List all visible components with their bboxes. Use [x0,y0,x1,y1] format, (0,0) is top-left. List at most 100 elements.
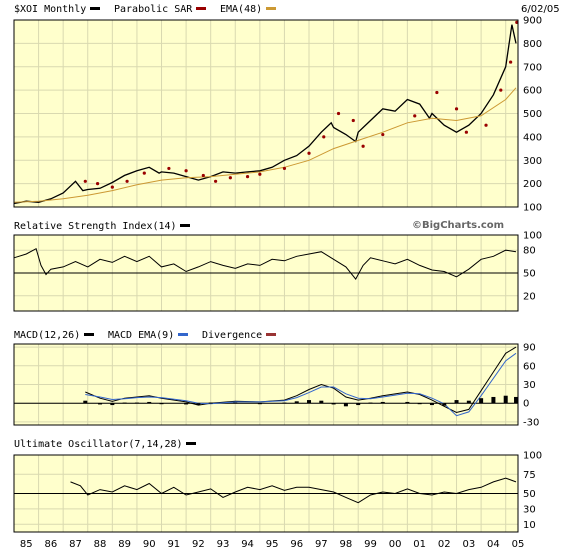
divergence-bar [110,403,115,406]
y-tick-label: 300 [523,156,542,167]
y-tick-label: 100 [523,231,542,242]
x-tick-label: 86 [45,539,58,550]
y-tick-label: 80 [523,246,536,257]
sar-dot [413,114,417,118]
legend-swatch [186,442,196,445]
y-tick-label: 50 [523,489,536,500]
series-line-macd-ema-9 [85,352,517,417]
sar-dot [258,172,262,176]
date-label: 6/02/05 [521,4,560,15]
sar-dot [336,111,341,116]
x-tick-label: 90 [143,539,156,550]
panel-frame-rsi [13,234,519,312]
divergence-bar [343,403,348,407]
y-tick-label: 90 [523,343,536,354]
divergence-bar [257,403,262,405]
legend-swatch [178,333,188,336]
panel-ultimate: 10 30 50 75 100 Ultimate Oscillator(7,14,28) [13,439,542,533]
legend-label: MACD(12,26) [14,330,80,341]
legend-swatch [84,333,94,336]
y-tick-label: 100 [523,203,542,214]
divergence-bar [282,402,287,404]
x-tick-label: 97 [315,539,328,550]
divergence-bar [184,403,189,405]
divergence-bar [307,400,312,404]
panel-frame-macd [13,343,519,426]
series-line-ultimate-oscillator-7-14-28 [70,477,517,504]
legend-swatch [90,7,100,10]
panel-macd: -30 0 30 60 90 MACD(12,26) MACD EMA(9) Divergen… [13,330,539,428]
y-tick-label: 75 [523,470,536,481]
divergence-bar [405,401,410,404]
divergence-bar [466,400,471,404]
y-tick-label: 700 [523,62,542,73]
sar-dot [184,169,188,173]
legend-swatch [266,333,276,336]
sar-dot [484,123,488,127]
sar-dot [509,60,513,64]
sar-dot [228,176,232,180]
legend-label: $XOI Monthly [14,4,86,15]
x-tick-label: 88 [94,539,107,550]
y-tick-label: 0 [523,399,529,410]
y-tick-label: 900 [523,16,542,27]
sar-dot [214,179,218,183]
sar-dot [307,151,311,155]
divergence-bar [356,403,361,406]
y-tick-label: 50 [523,269,536,280]
y-tick-label: -30 [523,417,539,428]
y-tick-label: 30 [523,380,536,391]
x-tick-label: 02 [438,539,451,550]
sar-dot [464,130,468,134]
y-tick-label: 400 [523,132,542,143]
sar-dot [83,179,87,183]
x-tick-label: 04 [487,539,500,550]
panel-frame-ultimate [13,454,519,533]
x-tick-label: 96 [290,539,303,550]
sar-dot [499,88,503,92]
legend-label: Relative Strength Index(14) [14,221,177,232]
sar-dot [381,132,385,137]
legend-label: Parabolic SAR [114,4,193,15]
sar-dot [201,173,205,178]
y-tick-label: 600 [523,86,542,97]
sar-dot [110,185,114,189]
divergence-bar [83,400,88,404]
x-tick-label: 98 [340,539,353,550]
x-tick-label: 94 [241,539,254,550]
y-tick-label: 800 [523,39,542,50]
series-line-xoi-monthly [13,24,517,205]
x-axis: 85 86 87 88 89 90 91 92 93 94 95 96 97 98 99 00 01 02 03 04… [20,539,524,550]
divergence-bar [122,402,127,404]
panel-frame-price [13,19,519,208]
y-tick-label: 500 [523,109,542,120]
divergence-bar [503,395,508,404]
watermark: ©BigCharts.com [412,220,504,231]
y-tick-label: 30 [523,504,536,515]
sar-dot [142,171,146,175]
x-tick-label: 00 [389,539,402,550]
x-tick-label: 05 [512,539,525,550]
sar-dot [95,182,100,186]
sar-dot [454,107,459,111]
x-tick-label: 93 [217,539,230,550]
sar-dot [282,166,287,171]
legend-label: Ultimate Oscillator(7,14,28) [14,439,183,450]
sar-dot [245,175,250,179]
divergence-bar [147,401,152,404]
legend-label: EMA(48) [220,4,262,15]
y-tick-label: 60 [523,361,536,372]
y-tick-label: 20 [523,291,536,302]
y-tick-label: 100 [523,451,542,462]
panel-price: 100 200 300 400 500 600 700 800 900 $XOI Monthly P… [13,4,542,214]
divergence-bar [233,402,238,404]
sar-dot [351,118,355,123]
divergence-bar [368,402,373,404]
divergence-bar [98,403,103,405]
legend-label: Divergence [202,330,262,341]
sar-dot [361,144,365,148]
panel-rsi: 20 50 80 100 Relative Strength Index(14) [13,221,542,312]
x-tick-label: 87 [69,539,82,550]
x-tick-label: 01 [413,539,426,550]
